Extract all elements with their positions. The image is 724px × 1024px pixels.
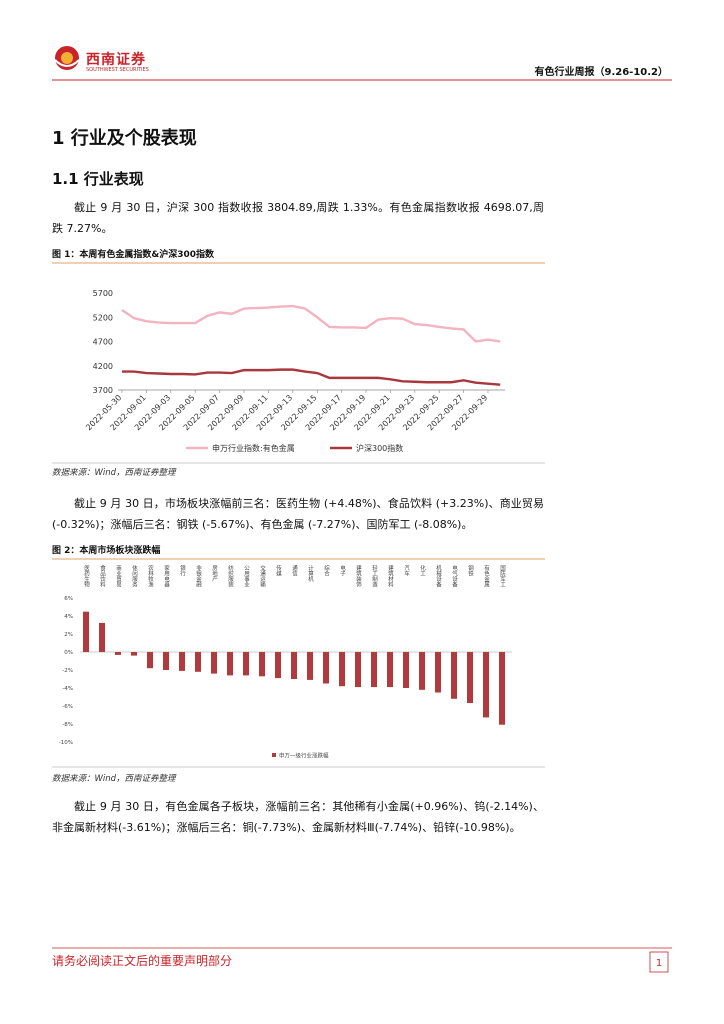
legend-label: 申万行业指数:有色金属: [212, 443, 295, 453]
y-tick-label: 6%: [64, 596, 73, 602]
bar: [403, 652, 409, 688]
bar: [163, 652, 169, 670]
x-tick-label: 银行: [179, 564, 186, 578]
bar: [467, 652, 473, 704]
y-tick-label: 5700: [93, 289, 113, 298]
page-number: 1: [656, 958, 662, 969]
bar: [307, 652, 313, 680]
figure-caption: 图 2：本周市场板块涨跌幅: [52, 546, 161, 556]
bar: [435, 652, 441, 693]
x-tick-label: 国防军工: [499, 565, 506, 588]
bar: [275, 652, 281, 679]
footer-note: 请务必阅读正文后的重要声明部分: [52, 954, 233, 968]
bar: [195, 652, 201, 672]
y-tick-label: -10%: [59, 740, 73, 746]
x-tick-label: 钢铁: [467, 564, 474, 578]
bar: [83, 611, 89, 652]
bar: [291, 652, 297, 679]
subheading: 1.1 行业表现: [52, 170, 144, 188]
x-tick-label: 电子: [339, 564, 346, 577]
x-tick-label: 通信: [291, 564, 298, 578]
bar: [259, 652, 265, 677]
legend-label: 申万一级行业涨跌幅: [279, 752, 329, 760]
bar: [243, 652, 249, 676]
y-tick-label: 2%: [64, 632, 73, 638]
bar: [339, 652, 345, 687]
bar: [227, 652, 233, 676]
x-tick-label: 传媒: [275, 564, 282, 578]
sector-bar-chart: 6% 4% 2% 0% -2% -4% -6% -8% -10% 医药生物 食品饮料 商业贸易 休闲服务…: [59, 564, 512, 760]
y-tick-label: 5200: [93, 313, 113, 322]
page-number-box: [649, 951, 669, 973]
x-tick-label: 化工: [419, 564, 426, 577]
bar: [323, 652, 329, 684]
bar: [451, 652, 457, 699]
x-tick-label: 非银金融: [195, 564, 202, 589]
paragraph: 截止 9 月 30 日，沪深 300 指数收报 3804.89,周跌 1.33%…: [52, 201, 544, 235]
bar: [99, 622, 105, 652]
x-tick-label: 纺织服装: [227, 564, 234, 589]
x-tick-label: 食品饮料: [99, 564, 106, 589]
x-tick-label: 建筑材料: [387, 564, 394, 589]
x-tick-label: 综合: [323, 564, 330, 578]
x-tick-label: 公用事业: [243, 565, 250, 587]
bar: [387, 652, 393, 688]
figure-caption: 图 1：本周有色金属指数&沪深300指数: [52, 250, 215, 260]
series-line: [121, 304, 501, 343]
bar: [499, 652, 505, 725]
x-tick-label: 农林牧渔: [147, 564, 154, 589]
report-title: 有色行业周报（9.26-10.2）: [534, 67, 669, 78]
x-tick-label: 建筑装饰: [355, 564, 362, 589]
y-tick-label: -6%: [62, 704, 73, 710]
x-tick-label: 房地产: [211, 564, 218, 583]
y-tick-label: -4%: [62, 686, 73, 692]
y-tick-label: 4%: [64, 614, 73, 620]
figure-source: 数据来源：Wind，西南证券整理: [52, 468, 176, 478]
x-tick-label: 商业贸易: [115, 564, 122, 589]
x-tick-label: 休闲服务: [131, 564, 138, 589]
legend-label: 沪深300指数: [356, 443, 403, 453]
x-tick-label: 轻工制造: [371, 564, 378, 589]
y-tick-label: 4700: [93, 338, 113, 347]
series-line: [122, 368, 501, 386]
heading: 1 行业及个股表现: [52, 128, 197, 149]
bar: [115, 652, 121, 655]
bar: [371, 652, 377, 688]
x-tick-label: 计算机: [307, 564, 314, 583]
x-tick-label: 家用电器: [163, 564, 170, 589]
y-tick-label: 0%: [64, 650, 73, 656]
y-tick-label: 4200: [93, 362, 113, 371]
x-tick-label: 电气设备: [451, 564, 458, 589]
x-tick-label: 机械设备: [435, 564, 442, 589]
bar: [131, 652, 137, 656]
index-line-chart: 370042004700520057002022-05-302022-09-01…: [84, 289, 505, 453]
paragraph: 截止 9 月 30 日，市场板块涨幅前三名：医药生物 (+4.48%)、食品饮料…: [52, 497, 544, 531]
y-tick-label: 3700: [93, 386, 113, 395]
bar: [483, 652, 489, 718]
brand: 西南证券: [86, 52, 146, 68]
brand-en: SOUTHWEST SECURITIES: [86, 67, 149, 73]
x-tick-label: 交通运输: [259, 564, 266, 589]
bar: [147, 652, 153, 669]
bar: [179, 652, 185, 671]
legend-swatch: [272, 753, 276, 757]
y-tick-label: -8%: [62, 722, 73, 728]
bar: [419, 652, 425, 690]
bar: [355, 652, 361, 688]
paragraph: 截止 9 月 30 日，有色金属各子板块，涨幅前三名：其他稀有小金属(+0.96…: [52, 800, 544, 834]
y-tick-label: -2%: [62, 668, 73, 674]
x-tick-label: 医药生物: [83, 565, 90, 589]
logo-sun: [61, 52, 73, 64]
bar: [211, 652, 217, 674]
x-tick-label: 汽车: [403, 564, 410, 578]
logo-wave: [54, 59, 80, 67]
x-tick-label: 有色金属: [483, 564, 490, 589]
figure-source: 数据来源：Wind，西南证券整理: [52, 774, 176, 784]
